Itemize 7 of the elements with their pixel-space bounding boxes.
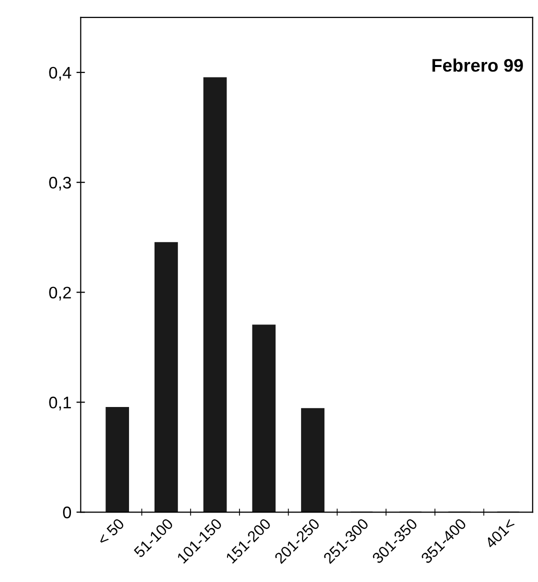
y-tick-label: 0 xyxy=(63,506,72,518)
y-tick-label: 0,1 xyxy=(49,396,71,410)
x-tick-label: < 50 xyxy=(96,518,125,546)
y-tick-label: 0,3 xyxy=(49,176,71,191)
y-tick-label: 0,2 xyxy=(49,286,71,300)
annotation: Febrero 99 xyxy=(432,58,523,72)
y-tick-label: 0,4 xyxy=(49,66,72,81)
